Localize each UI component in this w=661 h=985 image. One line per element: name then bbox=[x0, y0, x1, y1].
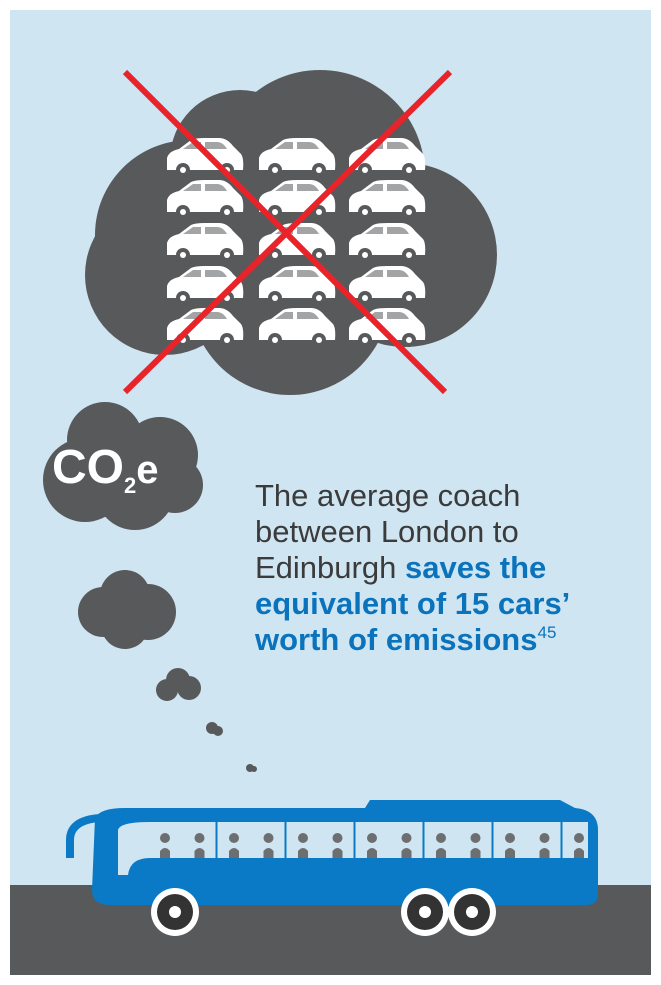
passenger bbox=[229, 833, 239, 858]
cross bbox=[122, 69, 453, 395]
co2e-badge: CO2e bbox=[52, 440, 202, 499]
badge-subscript: 2 bbox=[124, 473, 137, 498]
statement: The average coach between London to Edin… bbox=[255, 478, 640, 658]
small-cloud bbox=[78, 570, 176, 649]
badge-suffix: e bbox=[136, 448, 159, 492]
statement-highlight: saves the equivalent of 15 cars’ worth o… bbox=[255, 550, 569, 657]
passenger bbox=[505, 833, 515, 858]
passenger bbox=[263, 833, 274, 858]
co2-cloud bbox=[43, 402, 203, 530]
passenger bbox=[574, 833, 584, 858]
passenger bbox=[401, 833, 412, 858]
passenger bbox=[470, 833, 481, 858]
tiny-cloud bbox=[156, 668, 257, 772]
passenger bbox=[367, 833, 377, 858]
passenger bbox=[332, 833, 343, 858]
statement-text: The average coach between London to Edin… bbox=[255, 478, 521, 585]
badge-main: CO bbox=[52, 441, 124, 494]
passenger bbox=[298, 833, 308, 858]
passenger bbox=[436, 833, 446, 858]
reference: 45 bbox=[537, 623, 557, 642]
passenger bbox=[539, 833, 550, 858]
passenger bbox=[160, 833, 170, 858]
bus bbox=[66, 800, 598, 936]
passenger bbox=[194, 833, 205, 858]
